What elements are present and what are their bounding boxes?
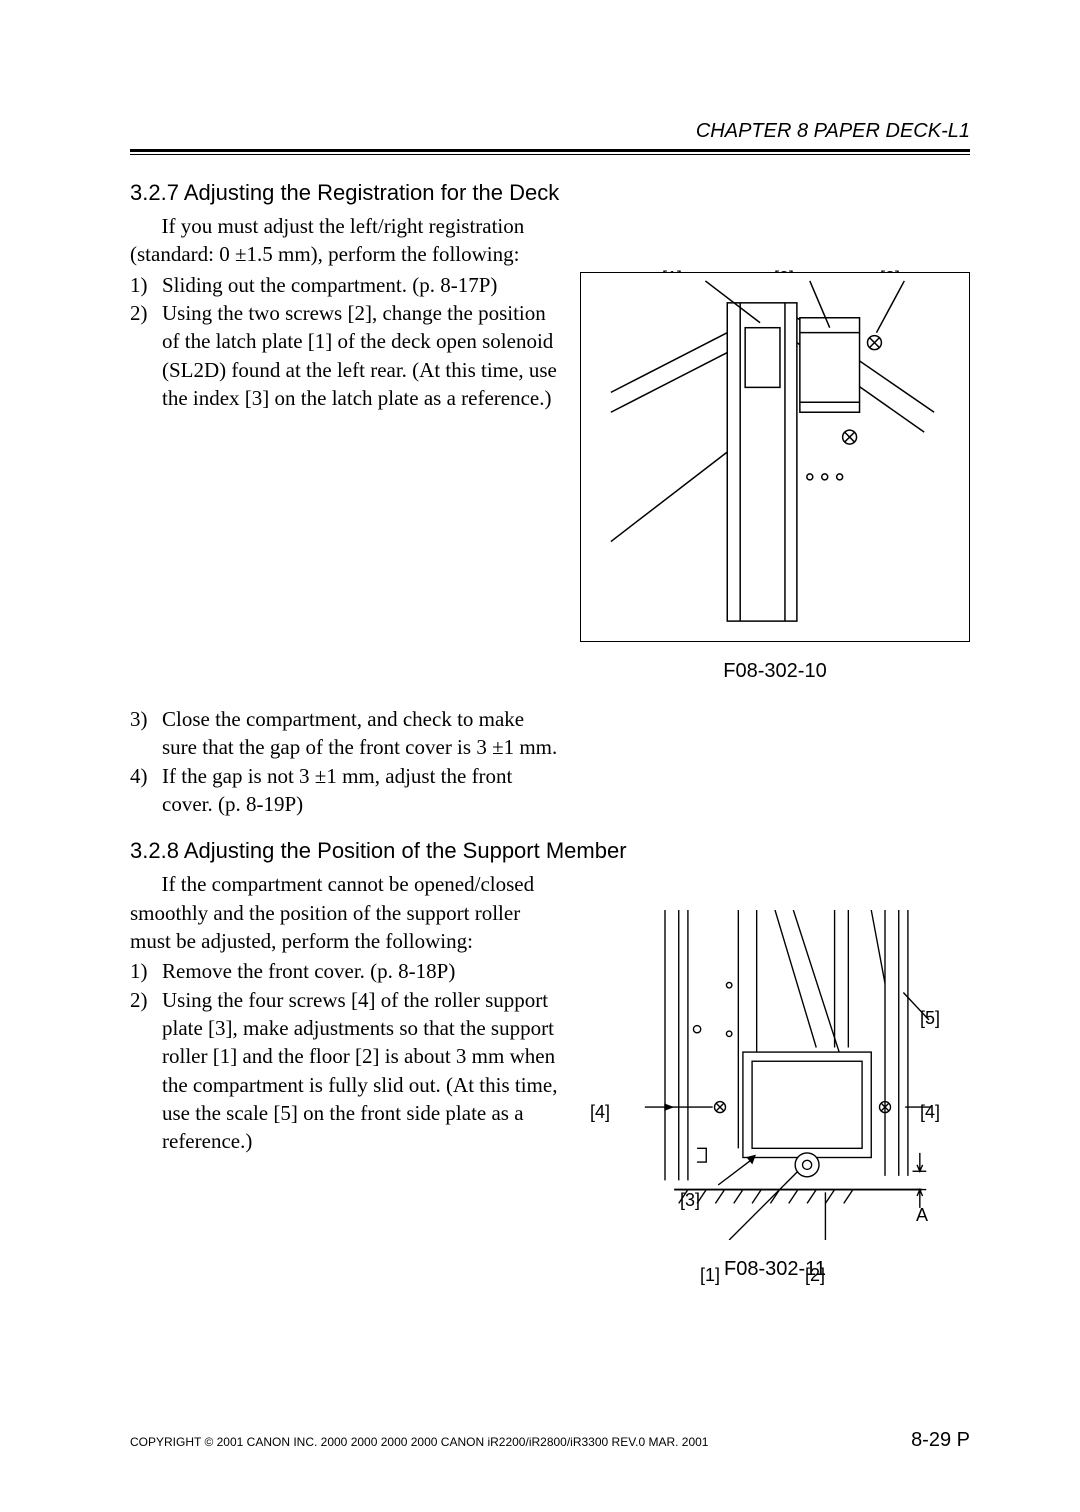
section-327-figure: [1] [3] [2] [580, 212, 970, 683]
section-327-text: If you must adjust the left/right regist… [130, 212, 560, 683]
figure-f08-302-11 [580, 910, 970, 1240]
list-text: Sliding out the compartment. (p. 8-17P) [162, 271, 560, 299]
section-327-list-a: 1) Sliding out the compartment. (p. 8-17… [130, 271, 560, 413]
copyright-text: COPYRIGHT © 2001 CANON INC. 2000 2000 20… [130, 1435, 708, 1449]
page-header: CHAPTER 8 PAPER DECK-L1 [130, 120, 970, 155]
list-num: 1) [130, 957, 162, 985]
list-item: 2) Using the four screws [4] of the roll… [130, 986, 560, 1156]
deck-diagram-icon [581, 273, 969, 641]
section-327-intro: If you must adjust the left/right regist… [130, 212, 560, 269]
section-328-intro: If the compartment cannot be opened/clos… [130, 870, 560, 955]
list-text: Remove the front cover. (p. 8-18P) [162, 957, 560, 985]
page-number: 8-29 P [911, 1429, 970, 1452]
list-text: Using the two screws [2], change the pos… [162, 299, 560, 412]
list-text: Close the compartment, and check to make… [162, 705, 560, 762]
page-footer: COPYRIGHT © 2001 CANON INC. 2000 2000 20… [130, 1429, 970, 1452]
section-328-figure: [5] [4] [4] [3] A [1] [2] [580, 870, 970, 1281]
section-327-list-b: 3) Close the compartment, and check to m… [130, 705, 560, 818]
list-text: Using the four screws [4] of the roller … [162, 986, 560, 1156]
figure-label-2: [2] [805, 1265, 825, 1286]
section-327-row: If you must adjust the left/right regist… [130, 212, 970, 683]
list-num: 2) [130, 986, 162, 1156]
list-text: If the gap is not 3 ±1 mm, adjust the fr… [162, 762, 560, 819]
figure-caption-10: F08-302-10 [580, 660, 970, 683]
list-item: 4) If the gap is not 3 ±1 mm, adjust the… [130, 762, 560, 819]
section-heading-328: 3.2.8 Adjusting the Position of the Supp… [130, 838, 970, 864]
header-rule-thin [130, 154, 970, 155]
section-328: 3.2.8 Adjusting the Position of the Supp… [130, 838, 970, 1281]
figure-label-1: [1] [700, 1265, 720, 1286]
list-num: 2) [130, 299, 162, 412]
list-num: 3) [130, 705, 162, 762]
content: 3.2.7 Adjusting the Registration for the… [130, 180, 970, 1281]
list-item: 2) Using the two screws [2], change the … [130, 299, 560, 412]
figure-caption-11: F08-302-11 [580, 1258, 970, 1281]
list-item: 3) Close the compartment, and check to m… [130, 705, 560, 762]
section-heading-327: 3.2.7 Adjusting the Registration for the… [130, 180, 970, 206]
list-item: 1) Remove the front cover. (p. 8-18P) [130, 957, 560, 985]
list-num: 1) [130, 271, 162, 299]
header-rule-thick [130, 149, 970, 152]
support-diagram-icon [580, 910, 970, 1240]
section-328-list: 1) Remove the front cover. (p. 8-18P) 2)… [130, 957, 560, 1155]
section-328-text: If the compartment cannot be opened/clos… [130, 870, 560, 1281]
figure-f08-302-10 [580, 272, 970, 642]
list-item: 1) Sliding out the compartment. (p. 8-17… [130, 271, 560, 299]
list-num: 4) [130, 762, 162, 819]
chapter-title: CHAPTER 8 PAPER DECK-L1 [130, 120, 970, 143]
section-328-row: If the compartment cannot be opened/clos… [130, 870, 970, 1281]
